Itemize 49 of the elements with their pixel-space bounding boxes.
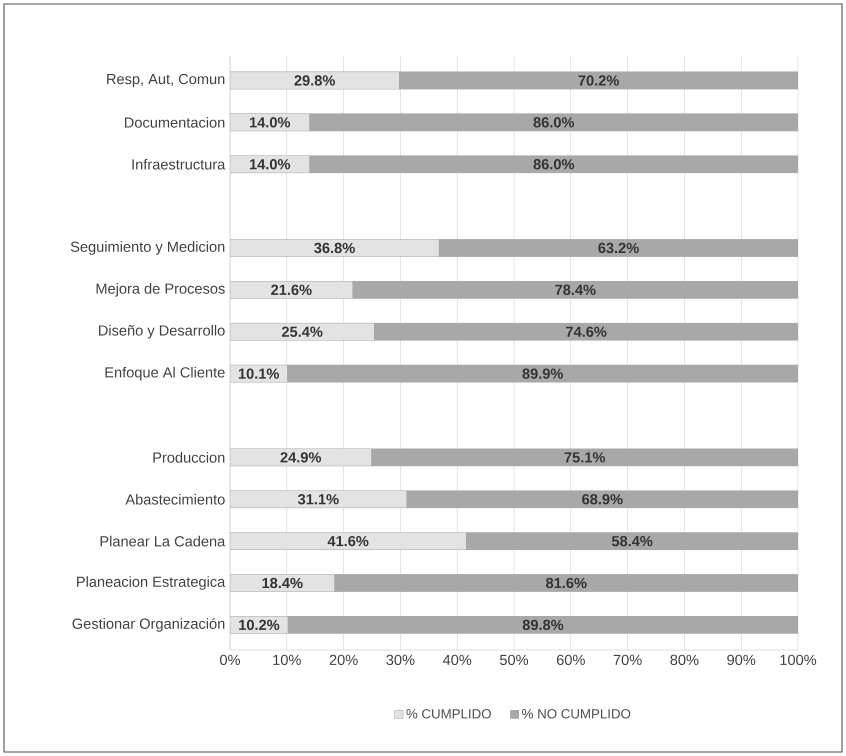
data-label: 41.6% xyxy=(328,536,368,546)
x-tick-label: 10% xyxy=(273,654,301,666)
y-tick-label: Enfoque Al Cliente xyxy=(105,366,225,380)
data-label: 74.6% xyxy=(566,326,606,337)
y-tick-label: Abastecimiento xyxy=(125,494,225,505)
data-label: 68.9% xyxy=(582,494,623,504)
legend-label: % CUMPLIDO xyxy=(406,709,491,719)
data-label: 89.8% xyxy=(522,620,564,630)
data-label: 14.0% xyxy=(250,159,290,170)
data-label: 70.2% xyxy=(578,75,619,86)
data-label: 10.2% xyxy=(239,620,280,630)
y-tick-label: Diseño y Desarrollo xyxy=(99,324,225,339)
x-tick-label: 70% xyxy=(614,654,642,666)
data-label: 29.8% xyxy=(294,75,335,86)
data-label: 63.2% xyxy=(598,242,639,254)
data-label: 36.8% xyxy=(314,242,355,254)
data-label: 58.4% xyxy=(612,536,652,546)
x-tick-label: 20% xyxy=(330,654,358,666)
data-label: 25.4% xyxy=(282,326,322,337)
data-label: 10.1% xyxy=(238,368,280,379)
data-label: 78.4% xyxy=(555,284,596,296)
data-label: 75.1% xyxy=(564,452,606,463)
y-tick-label: Documentacion xyxy=(124,116,224,128)
y-tick-label: Produccion xyxy=(153,452,224,463)
y-tick-label: Seguimiento y Medicion xyxy=(70,241,224,255)
data-label: 18.4% xyxy=(262,578,303,588)
x-tick-label: 30% xyxy=(386,654,414,666)
data-label: 86.0% xyxy=(534,159,574,170)
data-label: 21.6% xyxy=(271,284,312,296)
x-tick-label: 0% xyxy=(220,654,240,666)
data-label: 86.0% xyxy=(534,117,574,128)
x-tick-label: 40% xyxy=(442,654,472,666)
y-tick-label: Planear La Cadena xyxy=(100,536,226,546)
y-tick-label: Mejora de Procesos xyxy=(96,283,225,297)
x-tick-label: 80% xyxy=(670,654,698,666)
x-tick-label: 100% xyxy=(780,654,816,666)
data-label: 14.0% xyxy=(250,117,290,128)
x-tick-label: 90% xyxy=(727,654,756,666)
legend-label: % NO CUMPLIDO xyxy=(522,709,630,719)
data-label: 89.9% xyxy=(522,368,564,379)
y-tick-label: Planeacion Estrategica xyxy=(77,576,226,590)
y-tick-label: Resp, Aut, Comun xyxy=(107,74,224,88)
data-label: 81.6% xyxy=(546,578,587,588)
x-tick-label: 50% xyxy=(500,654,528,666)
y-tick-label: Gestionar Organización xyxy=(72,618,224,632)
data-label: 31.1% xyxy=(298,494,339,504)
y-tick-label: Infraestructura xyxy=(132,158,226,170)
data-label: 24.9% xyxy=(280,452,322,463)
x-tick-label: 60% xyxy=(556,654,585,666)
